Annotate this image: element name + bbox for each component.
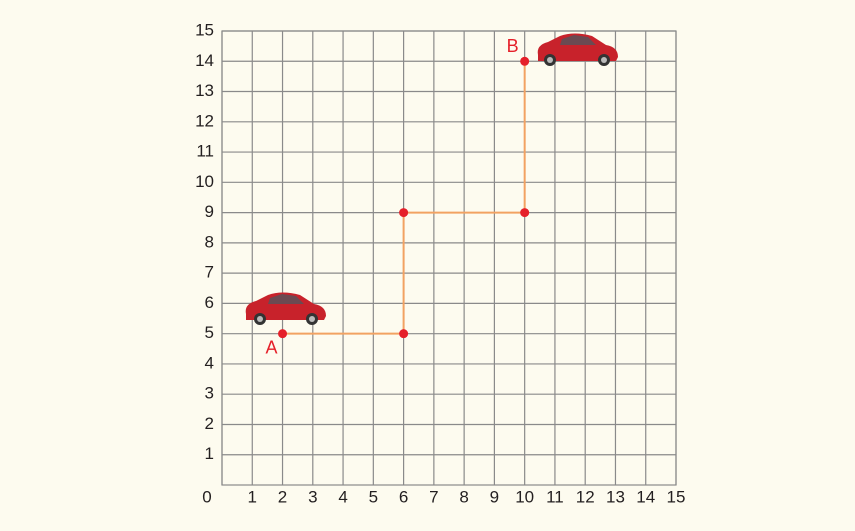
x-tick-label: 14 <box>636 487 655 506</box>
y-tick-label: 11 <box>196 142 214 161</box>
x-tick-label: 13 <box>606 487 625 506</box>
y-tick-label: 9 <box>205 202 214 221</box>
background <box>0 0 855 531</box>
y-tick-label: 10 <box>195 172 214 191</box>
y-tick-label: 3 <box>205 384 214 403</box>
y-tick-label: 4 <box>205 353 214 372</box>
y-tick-label: 14 <box>195 51 214 70</box>
point-label: B <box>507 36 519 56</box>
x-tick-label: 3 <box>308 487 317 506</box>
x-tick-label: 1 <box>248 487 257 506</box>
point-label: A <box>266 337 278 357</box>
x-tick-label: 9 <box>490 487 499 506</box>
x-tick-label: 7 <box>429 487 438 506</box>
y-tick-label: 5 <box>205 323 214 342</box>
page: 0123456789101112131415123456789101112131… <box>0 0 855 531</box>
x-tick-label: 8 <box>459 487 468 506</box>
x-tick-label: 15 <box>667 487 686 506</box>
route-point <box>399 329 408 338</box>
x-tick-label: 2 <box>278 487 287 506</box>
x-tick-label: 5 <box>369 487 378 506</box>
y-tick-label: 8 <box>205 232 214 251</box>
x-tick-label: 4 <box>338 487 347 506</box>
x-tick-label: 11 <box>546 487 564 506</box>
y-tick-label: 12 <box>195 111 214 130</box>
y-tick-label: 15 <box>195 20 214 39</box>
x-tick-label: 0 <box>202 487 211 506</box>
x-tick-label: 10 <box>515 487 534 506</box>
y-tick-label: 13 <box>195 81 214 100</box>
y-tick-label: 7 <box>205 263 214 282</box>
route-point <box>399 208 408 217</box>
x-tick-label: 6 <box>399 487 408 506</box>
y-tick-label: 2 <box>205 414 214 433</box>
route-point <box>520 208 529 217</box>
y-tick-label: 6 <box>205 293 214 312</box>
route-point <box>278 329 287 338</box>
x-tick-label: 12 <box>576 487 595 506</box>
chart: 0123456789101112131415123456789101112131… <box>0 0 855 531</box>
route-point <box>520 57 529 66</box>
y-tick-label: 1 <box>205 444 214 463</box>
